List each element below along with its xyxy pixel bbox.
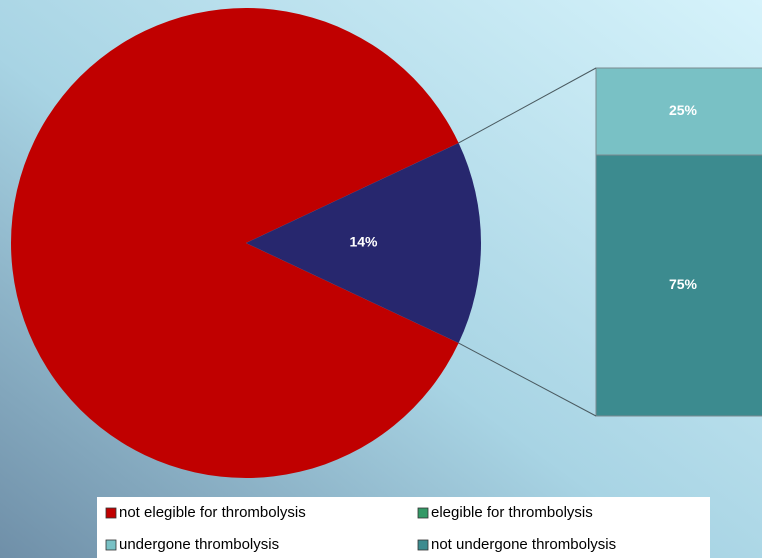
connector <box>458 67 597 144</box>
connector <box>458 342 597 417</box>
legend-label: not undergone thrombolysis <box>431 536 616 553</box>
data-label: 14% <box>349 234 378 250</box>
legend-marker <box>417 539 429 551</box>
bar-segment <box>595 154 762 417</box>
legend-marker <box>105 507 117 519</box>
legend-label: undergone thrombolysis <box>119 536 279 553</box>
data-label: 75% <box>669 276 698 292</box>
data-label: 25% <box>669 102 698 118</box>
legend-label: not elegible for thrombolysis <box>119 504 306 521</box>
legend-marker <box>105 539 117 551</box>
legend-box <box>97 497 710 558</box>
pie-slice <box>246 142 481 344</box>
pie-slice <box>11 8 459 479</box>
legend-marker <box>417 507 429 519</box>
legend-label: elegible for thrombolysis <box>431 504 593 521</box>
